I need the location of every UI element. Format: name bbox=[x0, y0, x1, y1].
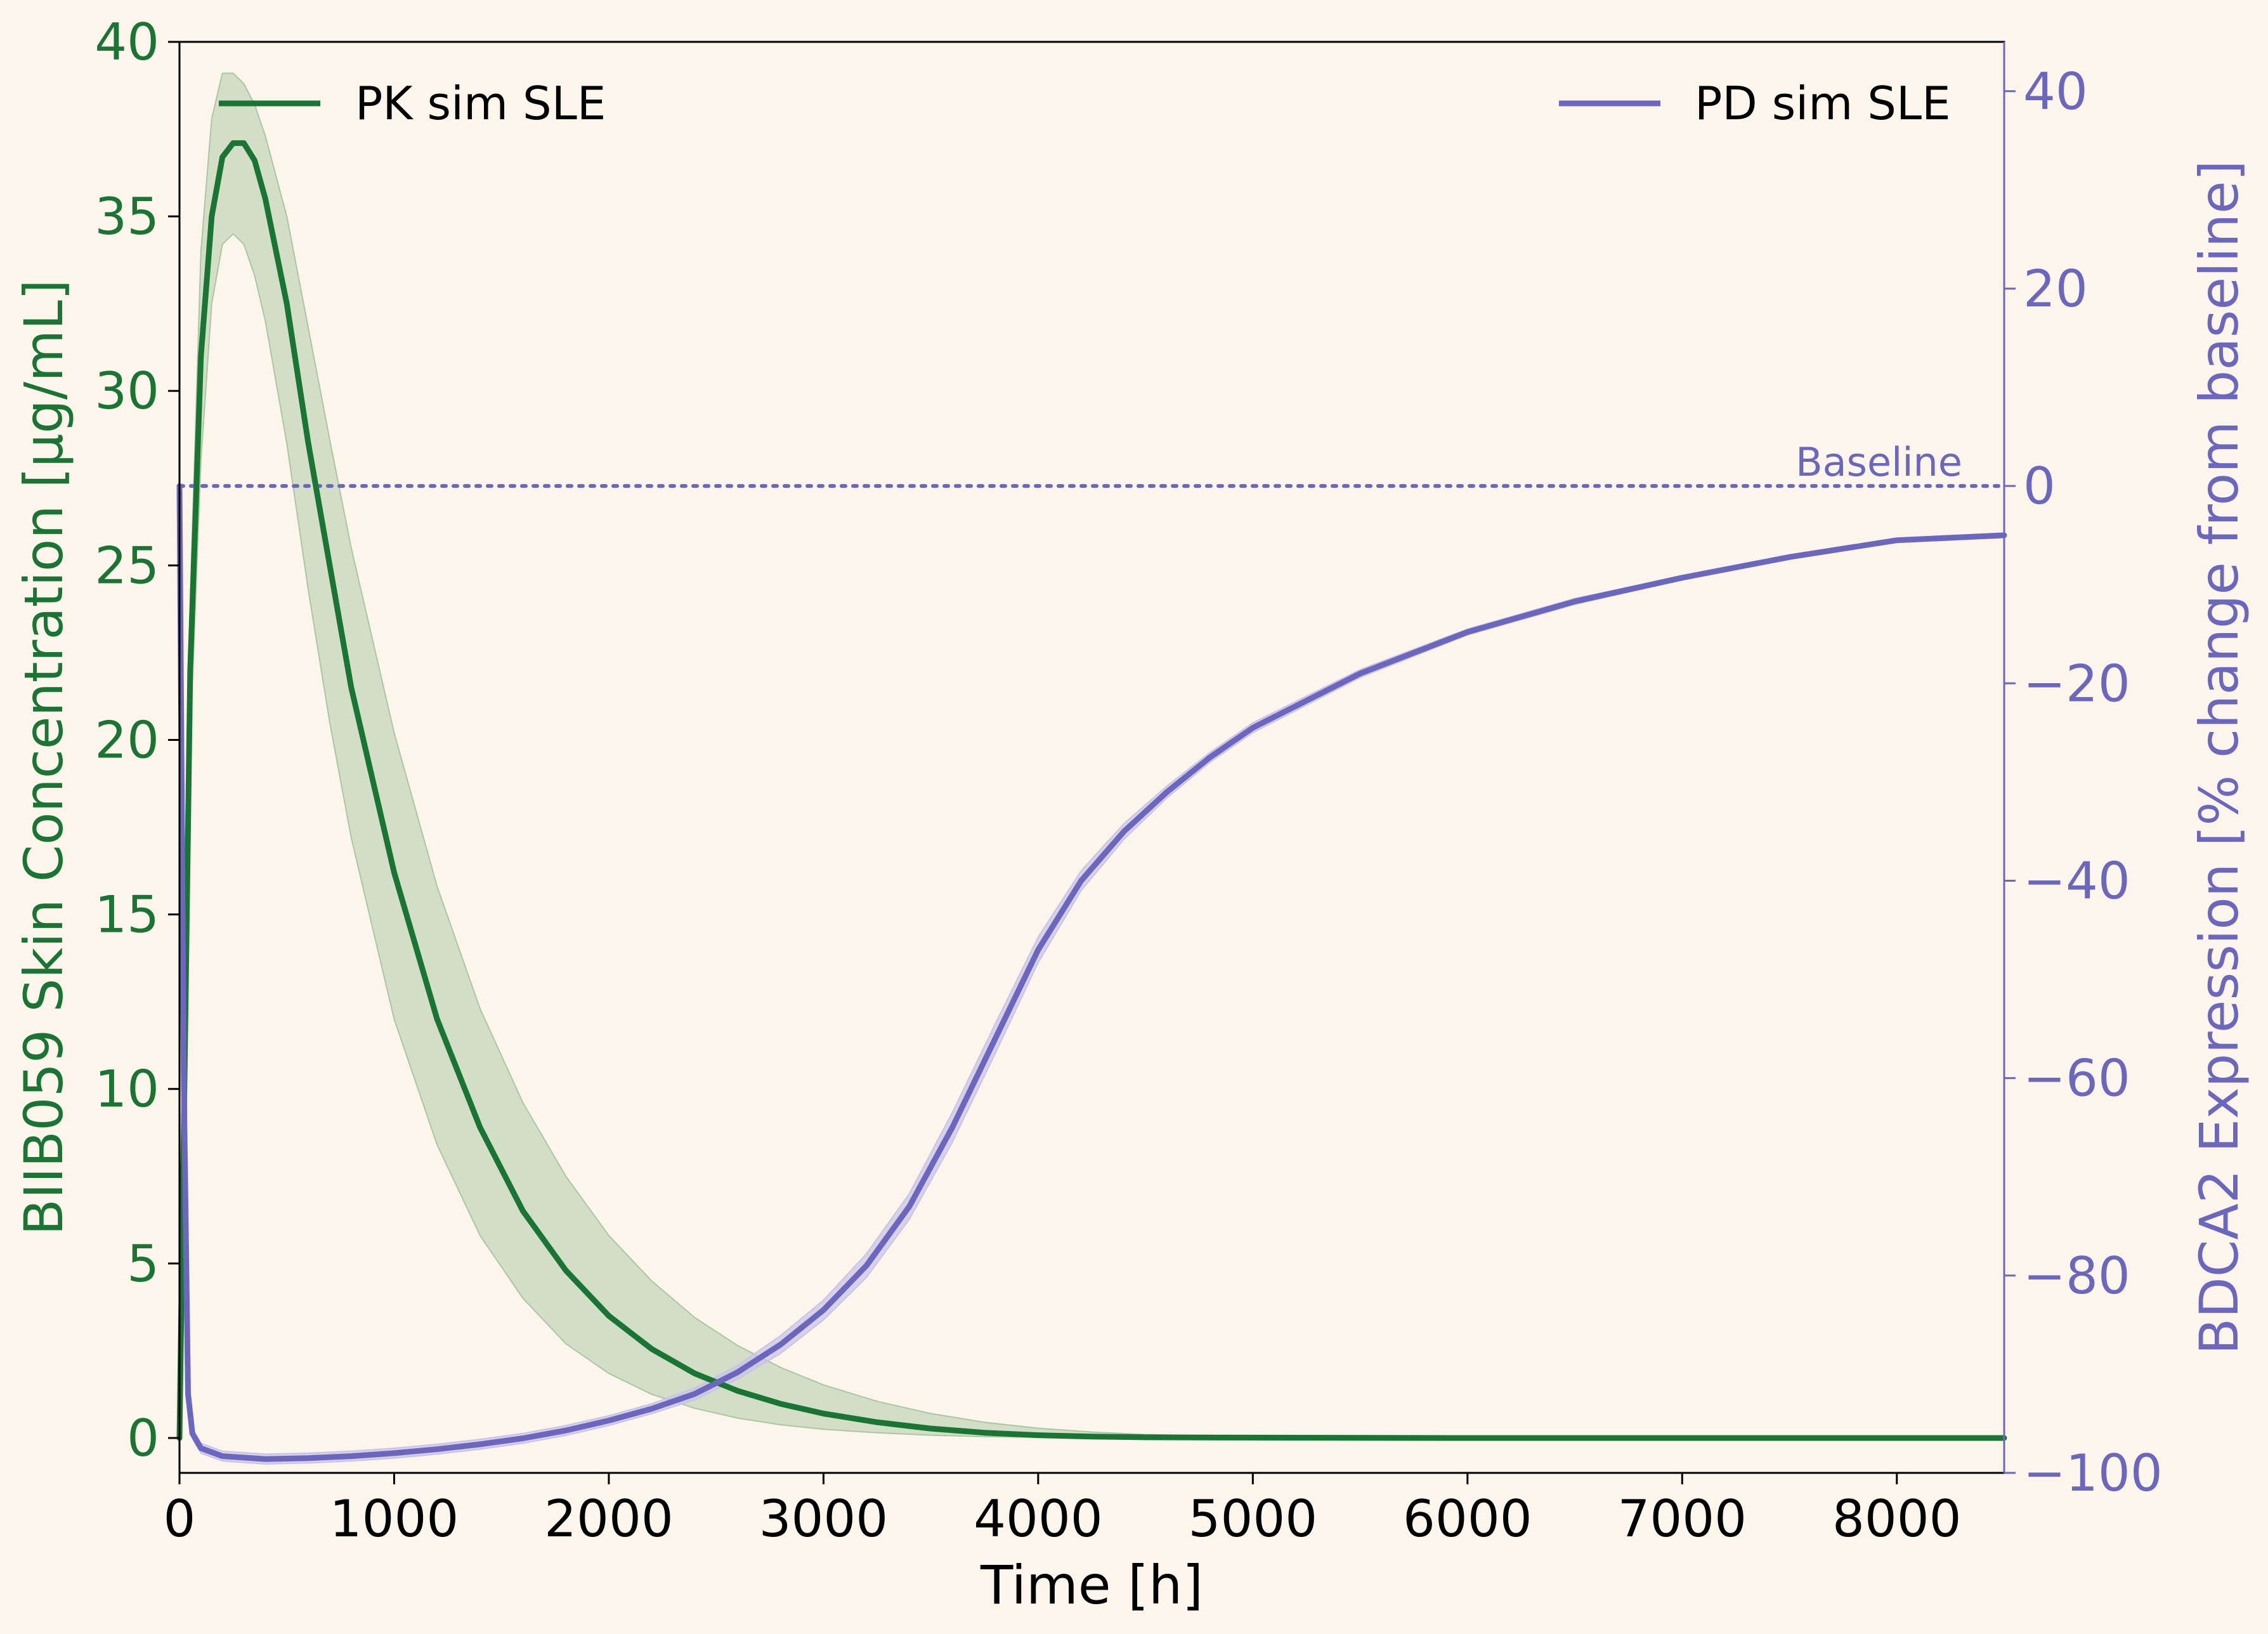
left-y-axis-ticks: 0 5 10 15 20 25 30 35 40 bbox=[94, 13, 179, 1468]
left-y-tick-label: 5 bbox=[127, 1234, 159, 1293]
x-axis-title: Time [h] bbox=[980, 1554, 1203, 1616]
right-y-axis-title: BDCA2 Expression [% change from baseline… bbox=[2188, 160, 2250, 1354]
right-y-tick-label: −60 bbox=[2023, 1049, 2130, 1108]
left-y-tick-label: 20 bbox=[94, 710, 159, 769]
right-y-tick-label: −100 bbox=[2023, 1444, 2163, 1503]
line-pk bbox=[176, 140, 2007, 1441]
axes bbox=[178, 41, 2005, 1474]
right-y-axis-ticks: −100 −80 −60 −40 −20 0 20 40 bbox=[2004, 62, 2163, 1503]
left-y-tick-label: 35 bbox=[94, 187, 159, 246]
right-y-tick-label: 0 bbox=[2023, 457, 2056, 516]
left-y-tick-label: 40 bbox=[94, 13, 159, 72]
x-tick-label: 2000 bbox=[544, 1489, 674, 1548]
band-pk bbox=[179, 72, 2004, 1439]
legend-pk: PK sim SLE bbox=[219, 77, 606, 130]
legend-pd-label: PD sim SLE bbox=[1695, 77, 1951, 130]
x-tick-label: 5000 bbox=[1189, 1489, 1318, 1548]
right-y-tick-label: −40 bbox=[2023, 851, 2130, 910]
x-tick-label: 1000 bbox=[330, 1489, 459, 1548]
x-tick-label: 7000 bbox=[1617, 1489, 1747, 1548]
right-y-tick-label: −80 bbox=[2023, 1246, 2130, 1305]
left-y-tick-label: 25 bbox=[94, 536, 159, 595]
series-lines bbox=[176, 140, 2007, 1462]
legend-pk-label: PK sim SLE bbox=[355, 77, 606, 130]
left-y-tick-label: 10 bbox=[94, 1060, 159, 1119]
legend-pd: PD sim SLE bbox=[1559, 77, 1951, 130]
x-tick-label: 0 bbox=[164, 1489, 196, 1548]
x-tick-label: 4000 bbox=[974, 1489, 1103, 1548]
x-tick-label: 8000 bbox=[1832, 1489, 1962, 1548]
x-axis-ticks: 0 1000 2000 3000 4000 5000 6000 7000 8000 bbox=[164, 1473, 1962, 1548]
left-y-axis-title: BIIB059 Skin Concentration [μg/mL] bbox=[13, 279, 75, 1235]
baseline-annotation: Baseline bbox=[178, 439, 2006, 488]
x-tick-label: 3000 bbox=[759, 1489, 889, 1548]
left-y-tick-label: 15 bbox=[94, 886, 159, 944]
x-tick-label: 6000 bbox=[1403, 1489, 1532, 1548]
right-y-tick-label: 40 bbox=[2023, 62, 2088, 121]
right-y-tick-label: 20 bbox=[2023, 259, 2088, 318]
right-y-tick-label: −20 bbox=[2023, 654, 2130, 713]
baseline-label: Baseline bbox=[1796, 439, 1962, 485]
line-pd bbox=[176, 483, 2007, 1462]
left-y-tick-label: 0 bbox=[127, 1409, 159, 1468]
left-y-tick-label: 30 bbox=[94, 362, 159, 421]
